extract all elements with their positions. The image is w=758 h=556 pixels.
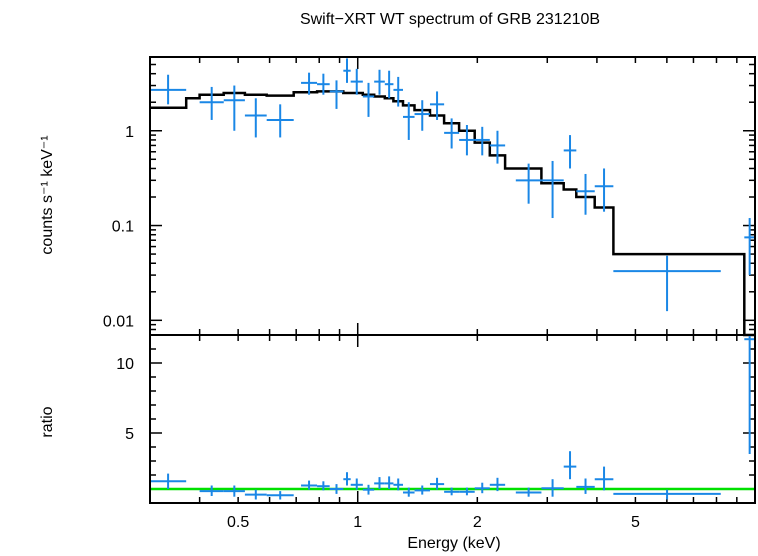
spectrum-panel: 0.01 0.1 1 counts s⁻¹ keV⁻¹	[39, 56, 756, 347]
data-point	[444, 118, 460, 149]
data-point	[301, 480, 318, 490]
data-point	[563, 451, 577, 480]
data-point	[474, 126, 490, 156]
data-point	[393, 478, 403, 491]
data-point	[489, 130, 506, 164]
data-point	[459, 125, 475, 156]
data-point	[613, 489, 721, 500]
data-point	[429, 477, 445, 490]
spectrum-data-series	[150, 58, 755, 312]
data-point	[474, 482, 490, 494]
data-point	[402, 102, 415, 140]
y-tick-label: 1	[125, 124, 134, 141]
data-point	[489, 477, 506, 492]
ratio-axis-ticks: 0.5 1 2 5 5 10	[116, 334, 756, 531]
data-point	[576, 478, 595, 494]
data-point	[613, 255, 721, 312]
data-point	[414, 485, 430, 495]
y-tick-label: 0.01	[103, 313, 134, 330]
y-tick-label: 10	[116, 356, 134, 373]
data-point	[594, 168, 614, 212]
spectrum-plot-frame	[149, 56, 756, 336]
data-point	[150, 473, 187, 489]
x-axis-label: Energy (keV)	[407, 535, 500, 552]
chart-title: Swift−XRT WT spectrum of GRB 231210B	[300, 11, 600, 28]
data-point	[429, 91, 445, 120]
data-point	[374, 477, 385, 489]
data-point	[266, 104, 294, 138]
data-point	[362, 82, 375, 117]
data-point	[402, 487, 415, 497]
ratio-data-series	[150, 335, 755, 500]
ratio-y-axis-label: ratio	[39, 406, 56, 437]
data-point	[744, 335, 755, 454]
data-point	[150, 74, 187, 105]
data-point	[541, 160, 564, 219]
data-point	[199, 86, 224, 120]
ratio-plot-frame	[149, 334, 756, 504]
data-point	[362, 484, 375, 495]
data-point	[444, 487, 460, 496]
data-point	[350, 68, 363, 95]
data-point	[541, 479, 564, 497]
data-point	[744, 218, 755, 276]
data-point	[459, 487, 475, 496]
data-point	[515, 487, 542, 497]
data-point	[384, 70, 394, 99]
data-point	[515, 163, 542, 204]
x-tick-label: 0.5	[227, 514, 249, 531]
data-point	[266, 491, 294, 500]
y-tick-label: 5	[125, 426, 134, 443]
data-point	[329, 484, 344, 494]
data-point	[223, 485, 245, 497]
data-point	[199, 485, 224, 496]
data-point	[393, 76, 403, 107]
spectrum-y-axis-label: counts s⁻¹ keV⁻¹	[39, 135, 56, 254]
data-point	[563, 135, 577, 169]
data-point	[244, 489, 267, 500]
data-point	[594, 466, 614, 491]
data-point	[576, 173, 595, 215]
data-point	[301, 72, 318, 95]
data-point	[374, 69, 385, 95]
data-point	[384, 476, 394, 489]
x-tick-label: 1	[353, 514, 362, 531]
data-point	[343, 472, 351, 486]
ratio-panel: 0.5 1 2 5 5 10 ratio Energy (keV)	[39, 334, 756, 552]
data-point	[223, 85, 245, 131]
data-point	[244, 98, 267, 138]
data-point	[317, 73, 330, 95]
x-tick-label: 5	[631, 514, 640, 531]
spectrum-axis-ticks: 0.01 0.1 1	[103, 56, 756, 347]
data-point	[350, 478, 363, 490]
data-point	[343, 58, 351, 83]
y-tick-label: 0.1	[112, 219, 134, 236]
x-tick-label: 2	[473, 514, 482, 531]
data-point	[317, 481, 330, 491]
data-point	[414, 100, 430, 131]
data-point	[329, 80, 344, 109]
